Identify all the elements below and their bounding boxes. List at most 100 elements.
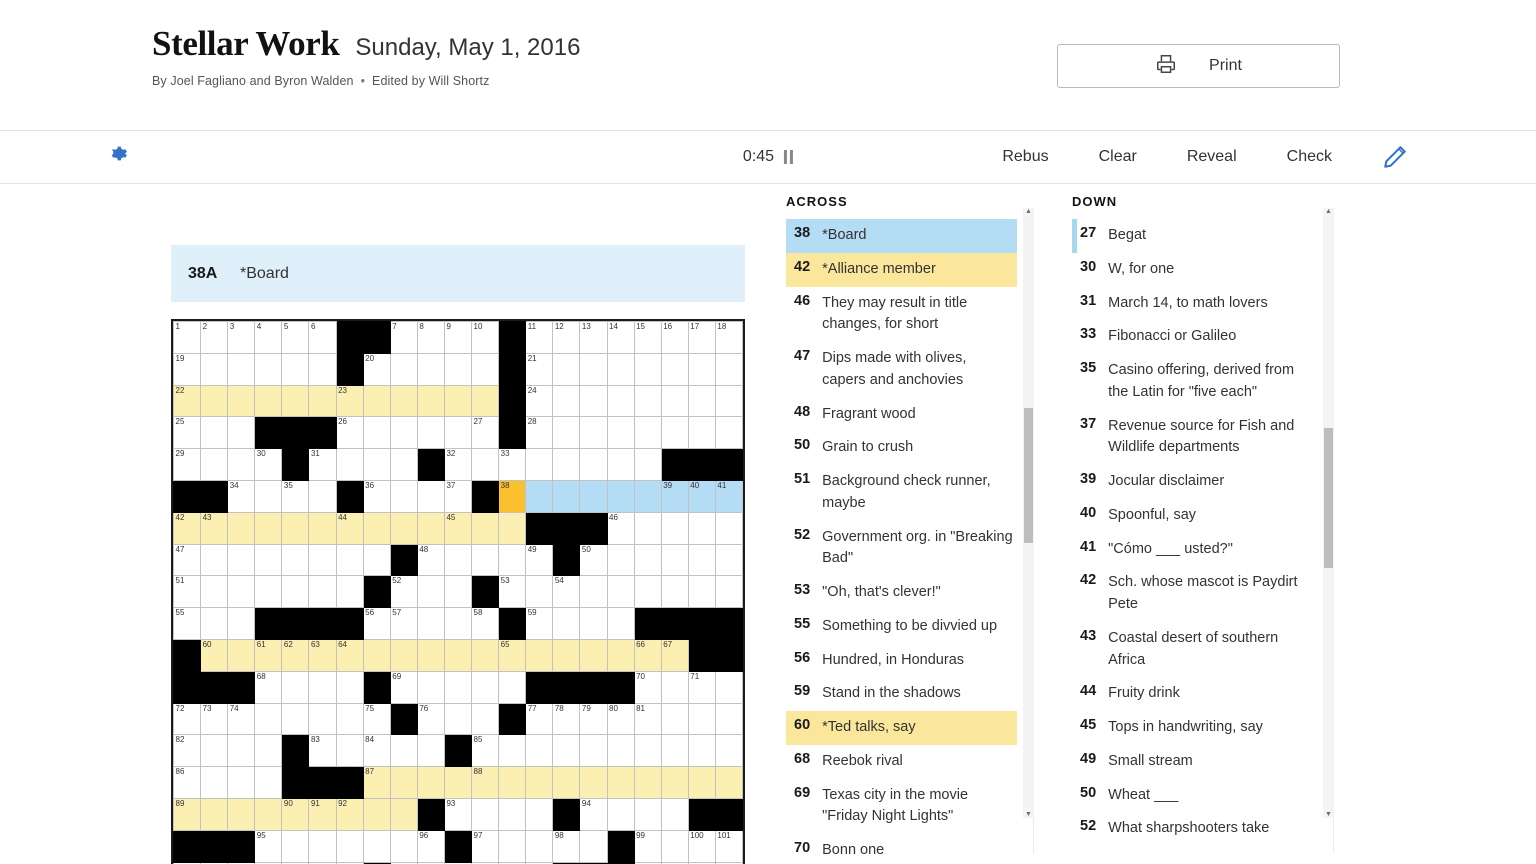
grid-cell[interactable] xyxy=(254,734,283,768)
grid-cell[interactable]: 56 xyxy=(362,607,391,640)
grid-cell[interactable] xyxy=(606,448,635,481)
pencil-icon[interactable] xyxy=(1382,144,1408,170)
grid-cell[interactable] xyxy=(498,511,527,545)
grid-cell[interactable] xyxy=(498,734,527,768)
grid-cell[interactable]: 66 xyxy=(633,638,662,672)
across-clue-70[interactable]: 70 Bonn one xyxy=(786,834,1017,854)
check-button[interactable]: Check xyxy=(1286,148,1332,165)
down-clue-45[interactable]: 45 Tops in handwriting, say xyxy=(1072,711,1317,745)
grid-cell[interactable]: 90 xyxy=(281,797,310,831)
down-clue-50[interactable]: 50 Wheat ___ xyxy=(1072,779,1317,813)
grid-cell[interactable] xyxy=(416,607,445,640)
grid-cell[interactable] xyxy=(606,384,635,418)
grid-cell[interactable] xyxy=(443,543,473,577)
grid-cell[interactable]: 63 xyxy=(308,638,337,672)
grid-cell[interactable]: 51 xyxy=(172,575,202,609)
grid-cell[interactable]: 100 xyxy=(687,829,716,863)
grid-cell[interactable] xyxy=(389,384,418,418)
grid-cell[interactable]: 50 xyxy=(579,543,608,577)
grid-cell[interactable] xyxy=(498,543,527,577)
grid-cell[interactable]: 23 xyxy=(335,384,364,418)
down-clue-54[interactable]: 54Prompt xyxy=(1072,846,1317,854)
grid-cell[interactable] xyxy=(660,511,689,545)
grid-cell[interactable] xyxy=(281,829,310,863)
grid-cell[interactable] xyxy=(335,670,364,704)
grid-cell[interactable]: 55 xyxy=(172,607,202,640)
down-clue-31[interactable]: 31 March 14, to math lovers xyxy=(1072,287,1317,321)
grid-cell[interactable] xyxy=(254,543,283,577)
grid-cell[interactable] xyxy=(579,829,608,863)
grid-cell[interactable] xyxy=(227,575,256,609)
across-clue-60[interactable]: 60 *Ted talks, say xyxy=(786,711,1017,745)
grid-cell[interactable] xyxy=(471,670,500,704)
grid-cell[interactable] xyxy=(281,575,310,609)
grid-cell[interactable] xyxy=(416,670,445,704)
grid-cell[interactable]: 11 xyxy=(525,321,554,354)
across-clue-46[interactable]: 46 They may result in title changes, for … xyxy=(786,287,1017,343)
grid-cell[interactable] xyxy=(200,575,229,609)
grid-cell[interactable]: 97 xyxy=(471,829,500,863)
grid-cell[interactable]: 99 xyxy=(633,829,662,863)
across-clue-42[interactable]: 42 *Alliance member xyxy=(786,252,1017,287)
across-clue-48[interactable]: 48 Fragrant wood xyxy=(786,398,1017,432)
grid-cell[interactable] xyxy=(471,384,500,418)
grid-cell[interactable] xyxy=(254,511,283,545)
grid-cell[interactable] xyxy=(308,511,337,545)
grid-cell[interactable] xyxy=(416,575,445,609)
grid-cell[interactable]: 70 xyxy=(633,670,662,704)
down-clue-33[interactable]: 33 Fibonacci or Galileo xyxy=(1072,320,1317,354)
grid-cell[interactable] xyxy=(687,766,716,799)
grid-cell[interactable] xyxy=(714,670,744,704)
grid-cell[interactable] xyxy=(498,797,527,831)
grid-cell[interactable]: 98 xyxy=(552,829,581,863)
grid-cell[interactable] xyxy=(443,670,473,704)
grid-cell[interactable] xyxy=(687,384,716,418)
grid-cell[interactable] xyxy=(362,797,391,831)
grid-cell[interactable]: 88 xyxy=(471,766,500,799)
grid-cell[interactable] xyxy=(714,511,744,545)
grid-cell[interactable] xyxy=(281,511,310,545)
down-clue-41[interactable]: 41 "Cómo ___ usted?" xyxy=(1072,533,1317,567)
grid-cell[interactable]: 101 xyxy=(714,829,744,863)
grid-cell[interactable]: 85 xyxy=(471,734,500,768)
grid-cell[interactable] xyxy=(254,575,283,609)
grid-cell[interactable] xyxy=(525,766,554,799)
grid-cell[interactable] xyxy=(335,448,364,481)
grid-cell[interactable] xyxy=(606,352,635,386)
grid-cell[interactable] xyxy=(389,352,418,386)
grid-cell[interactable] xyxy=(687,416,716,450)
grid-cell[interactable] xyxy=(714,702,744,736)
grid-cell[interactable] xyxy=(308,670,337,704)
pause-icon[interactable] xyxy=(784,150,794,164)
grid-cell[interactable] xyxy=(389,511,418,545)
grid-cell[interactable] xyxy=(416,384,445,418)
grid-cell[interactable] xyxy=(552,607,581,640)
grid-cell[interactable]: 4 xyxy=(254,321,283,354)
grid-cell[interactable] xyxy=(389,638,418,672)
scroll-down-arrow[interactable]: ▼ xyxy=(1025,811,1032,818)
grid-cell[interactable]: 96 xyxy=(416,829,445,863)
current-clue-banner[interactable]: 38A *Board xyxy=(171,245,745,302)
grid-cell[interactable] xyxy=(633,511,662,545)
grid-cell[interactable]: 53 xyxy=(498,575,527,609)
grid-cell[interactable] xyxy=(443,575,473,609)
grid-cell[interactable]: 18 xyxy=(714,321,744,354)
grid-cell[interactable]: 47 xyxy=(172,543,202,577)
grid-cell[interactable]: 6 xyxy=(308,321,337,354)
grid-cell[interactable]: 36 xyxy=(362,479,391,513)
grid-cell[interactable] xyxy=(552,734,581,768)
grid-cell[interactable]: 58 xyxy=(471,607,500,640)
grid-cell[interactable]: 14 xyxy=(606,321,635,354)
down-clue-39[interactable]: 39 Jocular disclaimer xyxy=(1072,465,1317,499)
grid-cell[interactable]: 38 xyxy=(498,479,527,513)
grid-cell[interactable] xyxy=(227,384,256,418)
down-clue-list[interactable]: 27 Begat 30 W, for one 31 March 14, to math l… xyxy=(1072,219,1334,854)
grid-cell[interactable] xyxy=(552,479,581,513)
grid-cell[interactable]: 49 xyxy=(525,543,554,577)
grid-cell[interactable]: 45 xyxy=(443,511,473,545)
grid-cell[interactable]: 87 xyxy=(362,766,391,799)
grid-cell[interactable] xyxy=(227,638,256,672)
grid-cell[interactable]: 59 xyxy=(525,607,554,640)
grid-cell[interactable] xyxy=(227,352,256,386)
grid-cell[interactable] xyxy=(335,829,364,863)
